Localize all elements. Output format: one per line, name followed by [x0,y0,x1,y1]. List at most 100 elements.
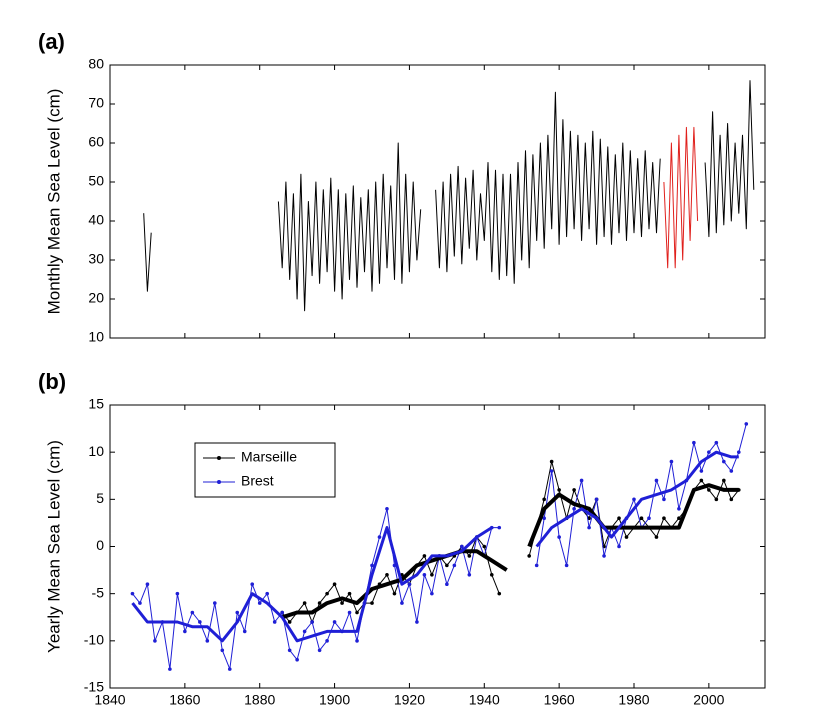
plot-area [109,64,766,339]
marker [497,525,502,530]
series-line [131,450,739,643]
marker [669,459,674,464]
y-tick-label: -5 [92,584,105,600]
marker [714,440,719,445]
legend-marker [217,480,221,484]
marker [235,610,240,615]
series-line [143,80,755,312]
marker [138,601,142,605]
marker [145,582,150,587]
marker [295,657,299,662]
marker [257,601,262,605]
marker [190,610,195,615]
marker [302,601,307,605]
marker [227,667,232,671]
marker [370,601,374,605]
marker [654,478,659,483]
marker [707,450,711,454]
marker [602,554,606,558]
marker [699,478,704,483]
marker [534,563,539,568]
marker [347,591,352,596]
marker [250,582,255,587]
marker [654,535,659,539]
marker [482,544,487,549]
marker [624,535,629,539]
marker [639,516,644,520]
marker [347,610,352,615]
marker [722,459,726,464]
marker [445,582,449,587]
marker [370,563,374,568]
marker [572,488,576,492]
marker [422,554,427,558]
y-tick-label: 60 [88,134,104,150]
marker [564,563,569,568]
x-tick-label: 1920 [394,692,425,708]
marker [527,554,531,558]
legend-box [194,442,336,498]
marker [325,639,329,643]
marker [699,469,704,473]
y-tick-label: -10 [84,632,104,648]
marker [280,610,284,615]
y-tick-label: 15 [88,396,104,412]
marker [549,459,554,464]
y-tick-label: 20 [88,290,104,306]
x-tick-label: 1900 [319,692,350,708]
x-tick-label: 2000 [693,692,724,708]
marker [617,516,621,520]
marker [579,478,584,483]
marker [385,506,389,511]
marker [587,525,591,530]
legend-marker [217,456,221,460]
marker [265,591,270,596]
marker [272,620,277,624]
y-tick-label: 40 [88,212,104,228]
marker [729,497,734,502]
marker [572,506,576,511]
marker [130,591,135,596]
marker [722,478,726,483]
marker [692,440,696,445]
marker [385,573,389,577]
marker [213,601,217,605]
marker [205,639,210,643]
marker [153,639,157,643]
y-axis-label: Yearly Mean Sea Level (cm) [44,440,63,653]
marker [497,591,502,596]
marker [317,648,322,653]
y-tick-label: 10 [88,329,104,345]
y-tick-label: 30 [88,251,104,267]
marker [377,535,382,539]
marker [489,573,494,577]
panel-label: (a) [38,29,65,54]
y-tick-label: 80 [88,56,104,72]
x-tick-label: 1840 [94,692,125,708]
marker [542,497,546,502]
marker [542,516,546,520]
x-tick-label: 1960 [544,692,575,708]
marker [430,591,434,596]
marker [198,620,202,624]
y-tick-label: 50 [88,173,104,189]
marker [714,497,719,502]
marker [557,488,561,492]
marker [594,497,599,502]
marker [340,601,344,605]
marker [332,620,337,624]
marker [445,563,449,568]
marker [175,591,180,596]
marker [168,667,172,671]
y-axis-label: Monthly Mean Sea Level (cm) [44,89,63,315]
series-line [663,126,699,269]
marker [677,506,681,511]
marker [737,450,741,454]
y-tick-label: 10 [88,443,104,459]
legend-label: Marseille [241,449,297,465]
marker [677,516,681,520]
marker [422,573,427,577]
marker [549,469,554,473]
marker [617,544,621,549]
marker [355,610,359,615]
